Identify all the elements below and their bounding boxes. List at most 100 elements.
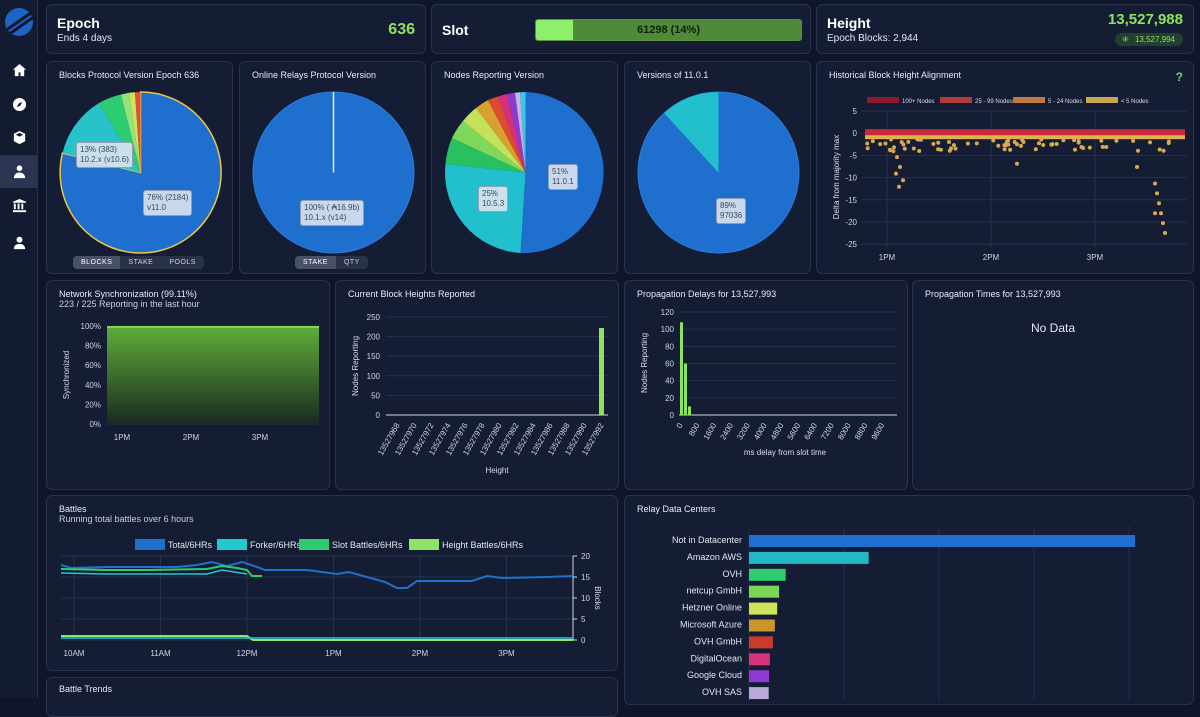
data-point bbox=[1135, 165, 1139, 169]
slot-progress-fill bbox=[536, 20, 574, 40]
data-point bbox=[1099, 138, 1104, 143]
data-point bbox=[1076, 140, 1081, 145]
data-point bbox=[1037, 141, 1041, 146]
times-card: Propagation Times for 13,527,993 No Data bbox=[912, 280, 1194, 490]
x-tick-label: 6400 bbox=[802, 421, 819, 441]
legend-swatch bbox=[135, 539, 165, 550]
data-point bbox=[996, 143, 1001, 148]
toggle-pools[interactable]: POOLS bbox=[169, 259, 196, 266]
pie-label: 13% (383) 10.2.x (v10.6) bbox=[76, 142, 133, 168]
x-tick-label: 8000 bbox=[836, 421, 853, 441]
data-point bbox=[1148, 140, 1152, 145]
pie-label: 51% 11.0.1 bbox=[548, 164, 578, 190]
x-tick-label: 2PM bbox=[183, 433, 200, 442]
user-tie-icon[interactable] bbox=[0, 155, 38, 188]
compass-icon[interactable] bbox=[0, 88, 38, 121]
category-label: Microsoft Azure bbox=[680, 620, 742, 630]
y-axis-label: Nodes Reporting bbox=[640, 333, 649, 393]
blocks-version-title: Blocks Protocol Version Epoch 636 bbox=[59, 70, 200, 80]
data-point bbox=[895, 155, 899, 160]
battles-chart: Total/6HRs Forker/6HRs Slot Battles/6HRs He… bbox=[60, 539, 602, 658]
y-tick-label: 0 bbox=[670, 411, 675, 420]
y-tick-label: 10 bbox=[581, 594, 590, 603]
relays-version-pie bbox=[252, 91, 415, 254]
epoch-card: Epoch Ends 4 days 636 bbox=[46, 4, 426, 54]
data-point bbox=[1002, 143, 1007, 148]
sync-area bbox=[107, 326, 319, 424]
y-tick-label: 20 bbox=[581, 552, 590, 561]
y-tick-label: 250 bbox=[367, 313, 381, 322]
battles-subtitle: Running total battles over 6 hours bbox=[59, 514, 194, 524]
x-tick-label: 5600 bbox=[786, 421, 803, 441]
sync-chart: 100% 80% 60% 40% 20% 0% 1PM 2PM 3PM Synchronized bbox=[62, 322, 319, 442]
x-tick-label: 0 bbox=[675, 421, 685, 430]
y-tick-label: 40% bbox=[85, 381, 101, 390]
legend-label: 100+ Nodes bbox=[902, 99, 935, 105]
sync-card: Network Synchronization (99.11%) 223 / 2… bbox=[46, 280, 330, 490]
delays-card: Propagation Delays for 13,527,993 120 100… bbox=[624, 280, 908, 490]
data-point bbox=[991, 138, 996, 143]
toggle-blocks[interactable]: BLOCKS bbox=[73, 256, 121, 269]
battles-title: Battles bbox=[59, 504, 87, 514]
datacenters-chart: Not in Datacenter Amazon AWS OVH netcup Gmb… bbox=[672, 526, 1135, 701]
y-tick-label: 20% bbox=[85, 400, 101, 409]
data-point bbox=[1008, 147, 1013, 152]
x-tick-label: 1PM bbox=[114, 433, 131, 442]
y-tick-label: 150 bbox=[367, 352, 381, 361]
category-label: Amazon AWS bbox=[687, 552, 742, 562]
y-tick-label: 0 bbox=[853, 129, 858, 138]
sync-title: Network Synchronization (99.11%) bbox=[59, 289, 197, 299]
legend-label: Forker/6HRs bbox=[250, 540, 302, 550]
data-point bbox=[931, 141, 936, 146]
x-tick-label: 3200 bbox=[735, 421, 752, 441]
y-tick-label: 120 bbox=[661, 308, 675, 317]
data-point bbox=[1006, 142, 1011, 147]
bar bbox=[684, 363, 687, 415]
bar bbox=[749, 535, 1135, 547]
data-point bbox=[1153, 211, 1157, 216]
help-icon[interactable]: ? bbox=[1175, 70, 1183, 84]
bank-icon[interactable] bbox=[0, 189, 38, 222]
versions-11-title: Versions of 11.0.1 bbox=[637, 70, 709, 80]
data-point bbox=[1073, 147, 1077, 152]
x-tick-label: 2PM bbox=[983, 253, 1000, 262]
historical-chart: 100+ Nodes 25 - 99 Nodes 5 - 24 Nodes < 5 N… bbox=[832, 97, 1187, 262]
blocks-version-pie bbox=[59, 91, 222, 254]
x-tick-label: 3PM bbox=[252, 433, 269, 442]
data-point bbox=[1131, 138, 1136, 143]
x-tick-label: 2PM bbox=[412, 649, 429, 658]
y-tick-label: 5 bbox=[581, 615, 586, 624]
category-label: OVH bbox=[722, 569, 742, 579]
y-tick-label: -5 bbox=[850, 151, 858, 160]
versions-11-card: Versions of 11.0.1 89% 97036 bbox=[624, 61, 811, 274]
data-point bbox=[1081, 146, 1086, 150]
person-icon[interactable] bbox=[0, 226, 38, 259]
data-point bbox=[898, 165, 902, 169]
no-data-text: No Data bbox=[1030, 321, 1076, 335]
times-title: Propagation Times for 13,527,993 bbox=[925, 289, 1061, 299]
category-label: Not in Datacenter bbox=[672, 535, 742, 545]
home-icon[interactable] bbox=[0, 54, 38, 87]
x-tick-label: 1PM bbox=[879, 253, 896, 262]
cube-icon[interactable] bbox=[0, 121, 38, 154]
toggle-stake[interactable]: STAKE bbox=[128, 259, 154, 266]
data-point bbox=[911, 146, 916, 151]
height-card: Height Epoch Blocks: 2,944 13,527,988 ⁜ … bbox=[816, 4, 1194, 54]
nodes-version-pie bbox=[445, 92, 604, 254]
data-point bbox=[897, 184, 901, 189]
nodes-version-title: Nodes Reporting Version bbox=[444, 70, 545, 80]
toggle-qty[interactable]: QTY bbox=[343, 259, 360, 266]
data-point bbox=[915, 137, 920, 142]
x-tick-label: 1PM bbox=[325, 649, 342, 658]
toggle-stake[interactable]: STAKE bbox=[295, 256, 336, 269]
data-point bbox=[901, 142, 906, 147]
bar bbox=[749, 619, 775, 632]
bar bbox=[680, 322, 683, 415]
data-point bbox=[1039, 137, 1044, 142]
data-point bbox=[1161, 221, 1165, 226]
logo-icon[interactable] bbox=[5, 8, 33, 36]
bar bbox=[749, 636, 773, 649]
data-point bbox=[1015, 142, 1019, 147]
datacenters-title: Relay Data Centers bbox=[637, 504, 716, 514]
data-point bbox=[1002, 147, 1007, 152]
